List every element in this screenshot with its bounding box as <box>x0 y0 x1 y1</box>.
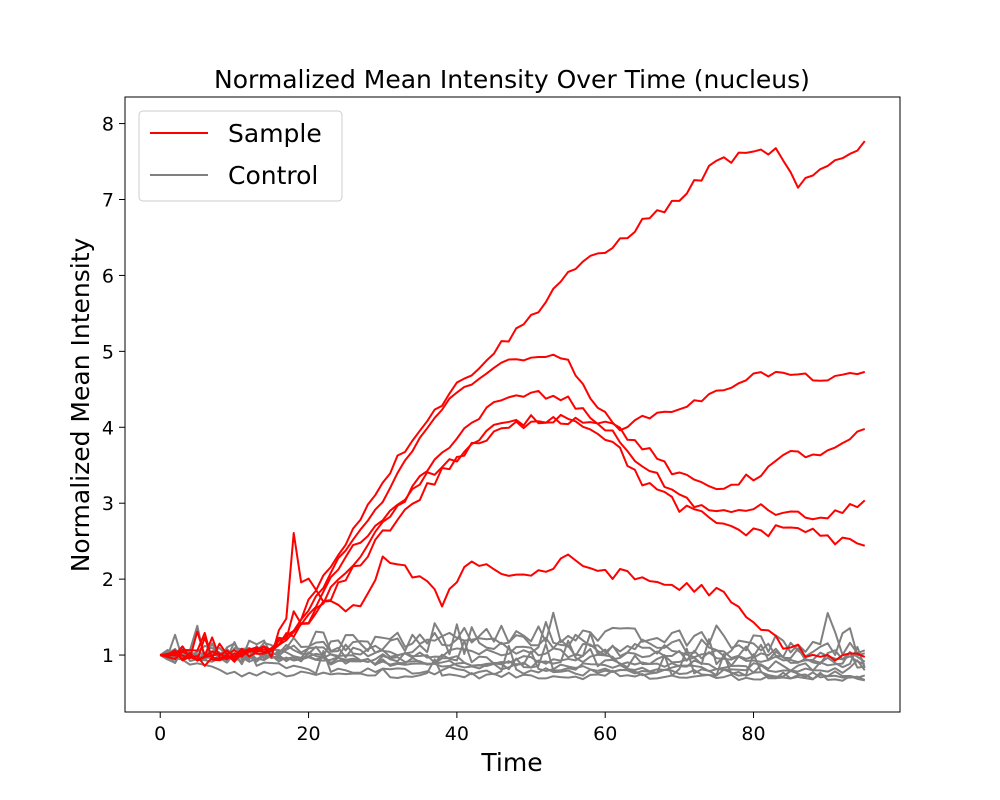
legend-label-sample: Sample <box>228 119 322 148</box>
y-tick-label: 6 <box>102 265 114 287</box>
y-tick-label: 8 <box>102 114 114 136</box>
sample-series-line <box>160 532 866 662</box>
y-tick-label: 1 <box>102 645 114 667</box>
x-axis-title: Time <box>480 748 542 777</box>
y-axis-title: Normalized Mean Intensity <box>66 238 95 573</box>
y-tick-label: 2 <box>102 569 114 591</box>
sample-series-line <box>160 413 866 662</box>
y-axis: 1 2 3 4 5 6 7 8 <box>102 114 125 667</box>
x-tick-label: 60 <box>593 723 617 745</box>
y-tick-label: 5 <box>102 341 114 363</box>
y-tick-label: 3 <box>102 493 114 515</box>
x-tick-label: 0 <box>154 723 166 745</box>
x-tick-label: 40 <box>445 723 469 745</box>
control-series-line <box>159 641 865 682</box>
legend-label-control: Control <box>228 161 318 190</box>
y-tick-label: 7 <box>102 190 114 212</box>
x-axis: 0 20 40 60 80 <box>154 712 766 745</box>
y-tick-label: 4 <box>102 417 114 439</box>
control-series-line <box>159 644 866 679</box>
sample-series-line <box>160 140 866 662</box>
plot-frame <box>124 96 901 713</box>
control-series-line <box>160 654 866 682</box>
x-tick-label: 20 <box>296 723 320 745</box>
chart-title: Normalized Mean Intensity Over Time (nuc… <box>214 65 810 94</box>
x-tick-label: 80 <box>741 723 765 745</box>
sample-series-line <box>160 389 866 661</box>
series-lines <box>159 140 866 682</box>
control-series-line <box>159 638 866 669</box>
control-series-line <box>160 611 866 665</box>
legend: Sample Control <box>138 110 343 202</box>
